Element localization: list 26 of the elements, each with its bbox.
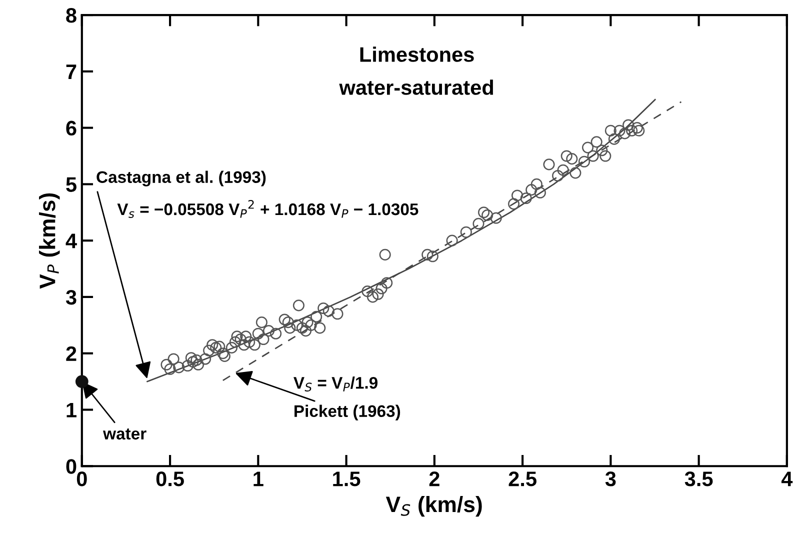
y-tick-label: 1 [66, 402, 76, 418]
y-tick-label: 3 [66, 290, 76, 305]
x-tick-label: 1 [254, 472, 264, 486]
y-tick-label: 7 [66, 64, 76, 79]
x-tick-label: 0.5 [156, 472, 184, 486]
y-tick-label: 5 [66, 177, 76, 192]
x-tick-label: 4 [781, 472, 793, 486]
annotation: V$_{s}$ = −0.05508 V$_{P}$$^{2}$ + 1.0168 V$_{P}$ − 1.0305 [117, 200, 418, 218]
x-tick-label: 2 [429, 472, 440, 486]
x-tick-label: 0 [76, 472, 87, 486]
x-tick-label: 3 [605, 472, 616, 486]
x-tick-label: 1.5 [333, 472, 360, 486]
x-tick-label: 3.5 [684, 472, 713, 486]
y-tick-label: 0 [66, 459, 76, 474]
y-tick-label: 8 [66, 8, 76, 23]
y-tick-label: 4 [66, 234, 77, 248]
annotation: water [103, 428, 146, 440]
annotation: Pickett (1963) [294, 404, 400, 420]
x-tick-label: 2.5 [508, 472, 536, 486]
text: Limestones water-saturated [339, 46, 493, 95]
y-tick-label: 6 [66, 120, 76, 136]
y-axis-title: V$_{P}$ (km/s) [39, 193, 60, 289]
annotation: Castagna et al. (1993) [96, 170, 266, 186]
annotation: V$_{S}$ = V$_{P}$/1.9 [294, 376, 378, 392]
y-tick-label: 2 [66, 346, 76, 361]
x-axis-title: V$_{S}$ (km/s) [386, 496, 482, 517]
